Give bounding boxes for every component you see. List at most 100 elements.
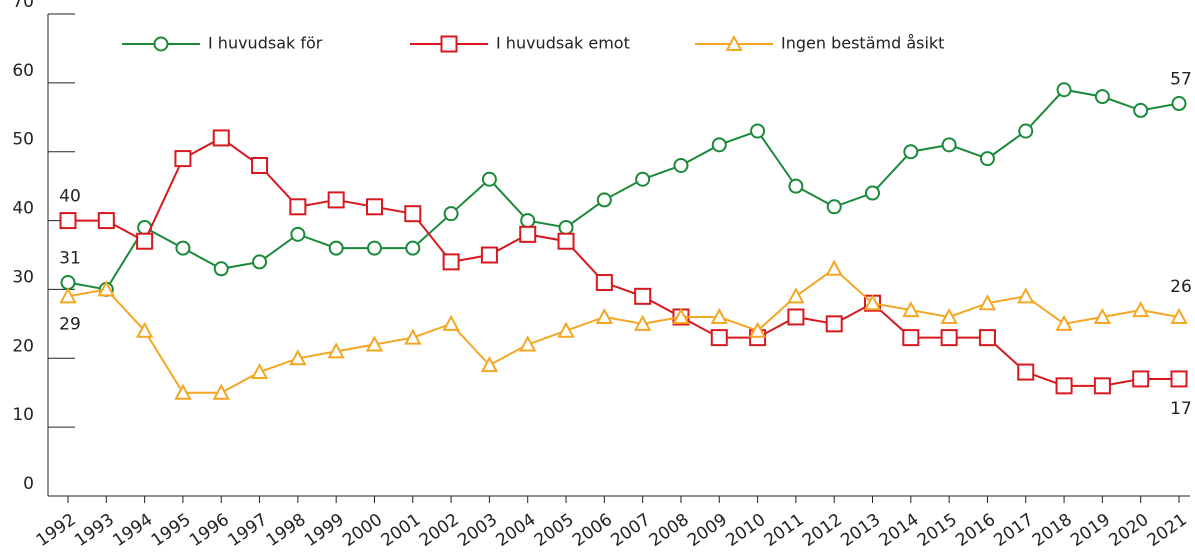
point [1093, 307, 1112, 324]
point [710, 329, 728, 347]
point [366, 240, 382, 256]
point [520, 213, 536, 229]
x-tick-label: 1995 [148, 510, 195, 551]
point [365, 335, 384, 352]
x-tick-label: 1999 [301, 510, 348, 551]
point [213, 261, 229, 277]
x-tick-label: 2021 [1144, 510, 1191, 551]
point [633, 314, 652, 331]
point [863, 294, 882, 311]
point [596, 192, 612, 208]
point [290, 226, 306, 242]
point [519, 225, 537, 243]
data-label: 26 [1170, 277, 1192, 297]
point [1055, 377, 1073, 395]
y-tick-label: 40 [12, 199, 34, 219]
x-tick-label: 2002 [416, 510, 463, 551]
x-tick-label: 2016 [952, 510, 999, 551]
x-tick-label: 1992 [33, 510, 80, 551]
point [1170, 370, 1188, 388]
point [1132, 370, 1150, 388]
point [327, 342, 345, 359]
point [634, 287, 652, 305]
point [1055, 314, 1073, 331]
point [135, 321, 154, 338]
point [1017, 363, 1035, 381]
x-tick-label: 2013 [837, 510, 884, 551]
point [941, 137, 957, 153]
point [710, 307, 728, 324]
x-tick-label: 2009 [684, 510, 731, 551]
point [251, 156, 269, 174]
point [59, 287, 77, 304]
x-tick-label: 2011 [761, 510, 808, 551]
data-label: 29 [59, 314, 81, 334]
point [1056, 82, 1072, 98]
point [59, 212, 77, 230]
point [1093, 377, 1111, 395]
point [903, 144, 919, 160]
point [1017, 287, 1035, 304]
legend-label: I huvudsak för [208, 34, 323, 53]
point [289, 349, 307, 366]
y-tick-label: 30 [12, 267, 34, 287]
point [635, 171, 651, 187]
x-tick-label: 2018 [1029, 510, 1076, 551]
point [940, 307, 958, 324]
point [825, 315, 843, 333]
point [748, 321, 767, 338]
point [365, 198, 383, 216]
data-label: 40 [59, 187, 81, 207]
point [405, 240, 421, 256]
x-tick-label: 2003 [454, 510, 501, 551]
x-tick-label: 2014 [876, 510, 923, 551]
point [1170, 307, 1188, 324]
x-tick-label: 2005 [531, 510, 578, 551]
y-tick-label: 60 [12, 61, 34, 81]
point [480, 356, 499, 373]
y-tick-label: 50 [12, 130, 34, 150]
point [711, 137, 727, 153]
point [750, 123, 766, 139]
x-tick-label: 1993 [71, 510, 118, 551]
x-tick-label: 2006 [569, 510, 616, 551]
point [404, 205, 422, 223]
x-tick-label: 2004 [493, 510, 540, 551]
point [327, 191, 345, 209]
legend-marker [153, 36, 169, 52]
point [940, 329, 958, 347]
data-label: 17 [1170, 399, 1192, 419]
y-tick-label: 20 [12, 336, 34, 356]
point [289, 198, 307, 216]
point [328, 240, 344, 256]
x-tick-label: 1996 [186, 510, 233, 551]
point [558, 219, 574, 235]
point [174, 383, 192, 400]
point [1132, 300, 1150, 318]
point [787, 308, 805, 326]
point [60, 275, 76, 291]
legend-marker [440, 35, 458, 53]
point [97, 212, 115, 230]
x-tick-label: 2001 [378, 510, 425, 551]
point [136, 232, 154, 250]
point [595, 307, 614, 324]
point [480, 246, 498, 264]
point [979, 151, 995, 167]
x-tick-label: 2019 [1067, 510, 1114, 551]
x-tick-label: 1997 [224, 510, 271, 551]
x-tick-label: 2000 [339, 510, 386, 551]
point [252, 254, 268, 270]
x-tick-label: 2010 [722, 510, 769, 551]
point [595, 274, 613, 292]
point [442, 253, 460, 271]
point [865, 185, 881, 201]
point [481, 171, 497, 187]
point [442, 314, 460, 331]
x-tick-label: 1998 [263, 510, 310, 551]
point [788, 178, 804, 194]
point [212, 383, 230, 400]
point [978, 329, 996, 347]
point [250, 362, 269, 380]
